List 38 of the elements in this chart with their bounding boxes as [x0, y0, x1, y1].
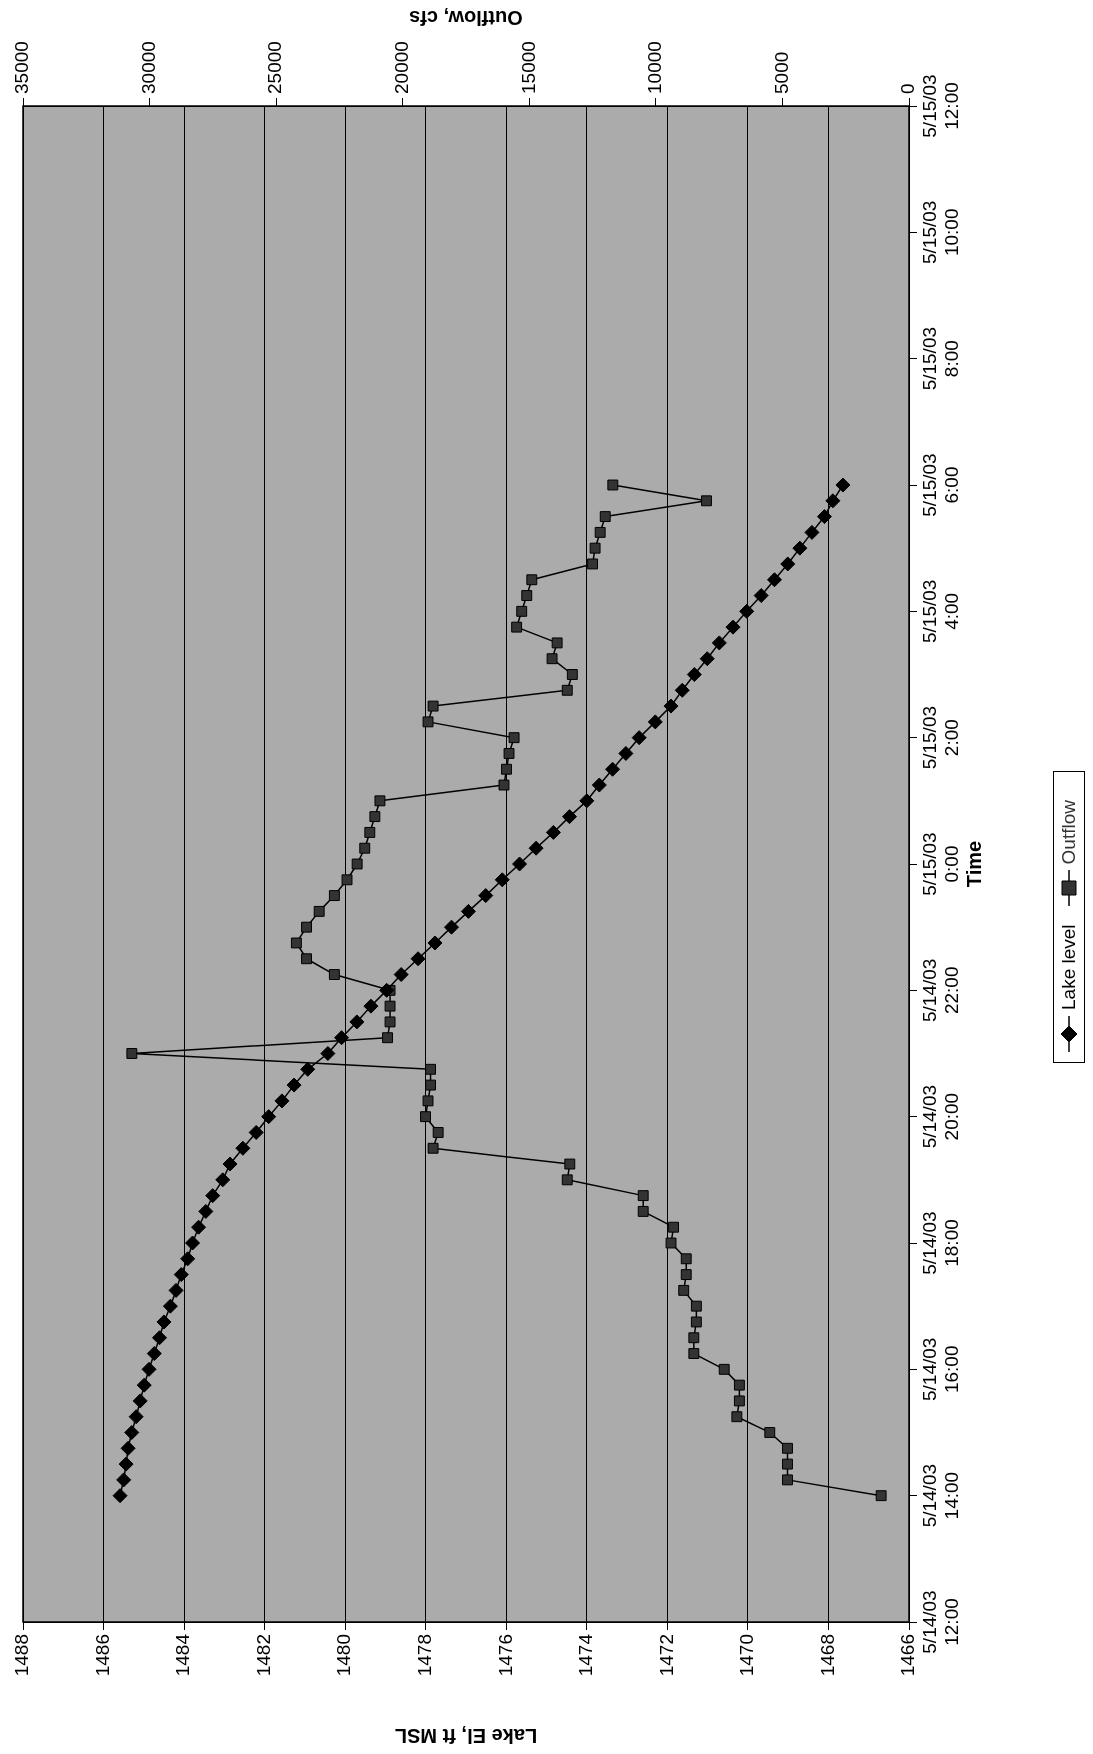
- x-tick-label: 1486: [91, 1634, 113, 1677]
- x2-tick-label: 30000: [137, 41, 159, 94]
- y-tick-label: 5/14/03 16:00: [919, 1337, 963, 1402]
- x2-tick-label: 35000: [11, 41, 33, 94]
- x-tick-label: 1484: [172, 1633, 194, 1677]
- x2-tick-label: 0: [897, 83, 919, 94]
- y-tick-label: 5/15/03 12:00: [919, 74, 963, 138]
- x-axis-title: Lake El, ft MSL: [394, 1725, 538, 1748]
- x2-tick-label: 25000: [264, 41, 286, 94]
- y-tick-label: 5/15/03 6:00: [919, 453, 963, 517]
- y-tick-label: 5/14/03 12:00: [919, 1590, 963, 1654]
- y-tick-label: 5/15/03 4:00: [919, 579, 963, 644]
- y-tick-label: 5/14/03 20:00: [919, 1084, 963, 1149]
- x-tick-label: 1480: [333, 1634, 355, 1677]
- x-tick-label: 1488: [11, 1634, 33, 1677]
- x-tick-label: 1478: [413, 1634, 435, 1677]
- x2-tick-label: 20000: [390, 41, 412, 94]
- text: Outflow: [1058, 800, 1080, 865]
- x-tick-label: 1476: [494, 1634, 516, 1677]
- y-tick-label: 5/15/03 10:00: [919, 200, 963, 265]
- x-tick-label: 1466: [897, 1634, 919, 1677]
- x-tick-label: 1482: [252, 1634, 274, 1677]
- y-axis-title: Time: [962, 840, 985, 888]
- y-tick-label: 5/15/03 0:00: [919, 832, 963, 896]
- y-tick-label: 5/15/03 8:00: [919, 326, 963, 391]
- x2-tick-label: 5000: [770, 51, 792, 94]
- x2-tick-label: 10000: [644, 41, 666, 94]
- x-tick-label: 1474: [575, 1633, 597, 1677]
- x2-tick-label: 15000: [517, 41, 539, 94]
- x-tick-label: 1472: [655, 1634, 677, 1677]
- y-tick-label: 5/14/03 14:00: [919, 1463, 963, 1528]
- y-tick-label: 5/14/03 22:00: [919, 958, 963, 1023]
- x-tick-label: 1470: [736, 1634, 758, 1677]
- x2-axis-title: Outflow, cfs: [409, 7, 523, 30]
- y-tick-label: 5/15/03 2:00: [919, 705, 963, 770]
- x-tick-label: 1468: [816, 1634, 838, 1677]
- legend-label: Lake level: [1058, 924, 1080, 1010]
- y-tick-label: 5/14/03 18:00: [919, 1211, 963, 1275]
